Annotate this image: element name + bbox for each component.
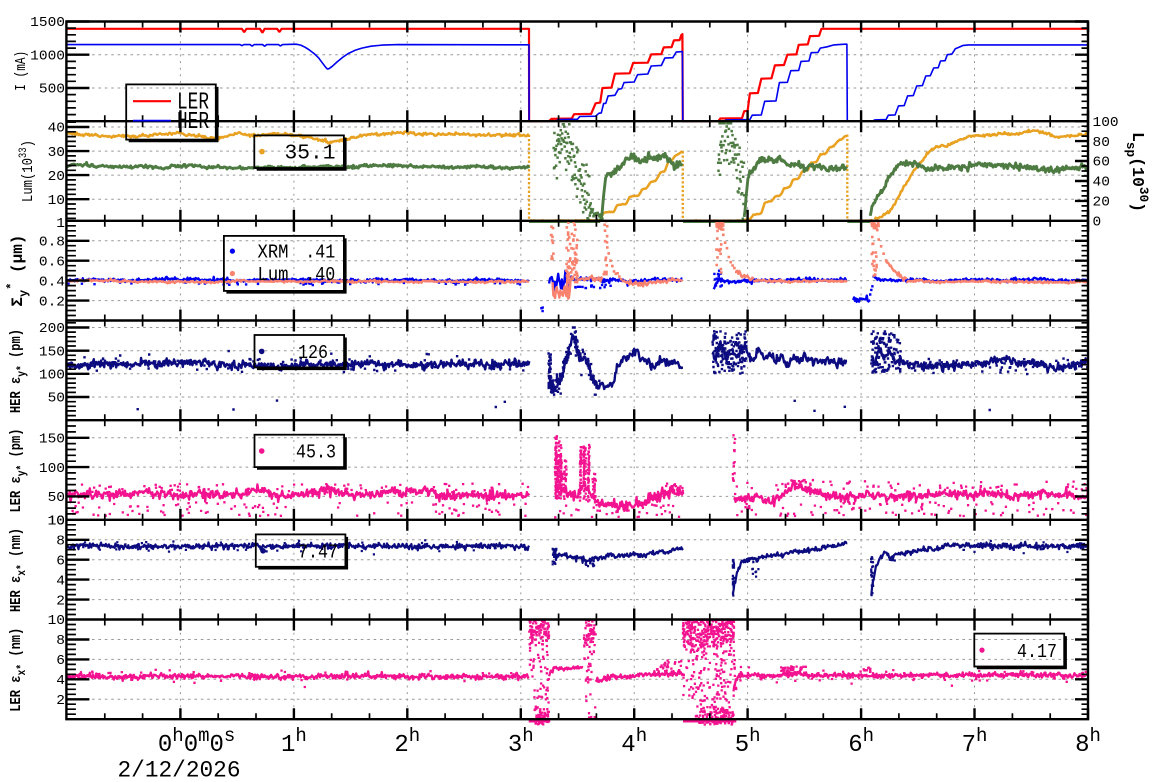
svg-text:35.1: 35.1 — [285, 143, 336, 166]
svg-text:0.6: 0.6 — [39, 255, 65, 270]
svg-text:HER εy* (pm): HER εy* (pm) — [8, 329, 29, 413]
svg-text:45.3: 45.3 — [296, 442, 336, 464]
svg-text:8: 8 — [56, 634, 65, 649]
svg-text:4.17: 4.17 — [1017, 641, 1057, 663]
svg-text:0.8: 0.8 — [39, 235, 65, 250]
svg-text:20: 20 — [48, 170, 65, 185]
svg-text:XRM: XRM — [258, 242, 289, 264]
svg-text:150: 150 — [39, 432, 65, 447]
svg-text:HER: HER — [177, 109, 209, 136]
svg-text:7.47: 7.47 — [298, 541, 338, 563]
svg-text:2: 2 — [56, 594, 65, 609]
svg-text:200: 200 — [39, 322, 65, 337]
svg-text:6: 6 — [56, 654, 65, 669]
svg-text:10: 10 — [48, 515, 65, 530]
svg-text:10: 10 — [48, 614, 65, 629]
svg-text:0.4: 0.4 — [39, 275, 65, 290]
svg-text:6: 6 — [56, 554, 65, 569]
svg-text:50: 50 — [48, 392, 65, 407]
svg-text:2: 2 — [56, 694, 65, 709]
svg-text:30: 30 — [48, 146, 65, 161]
svg-text:8: 8 — [56, 534, 65, 549]
svg-text:10: 10 — [48, 515, 65, 530]
svg-text:40: 40 — [48, 122, 65, 137]
svg-text:40: 40 — [1093, 176, 1110, 191]
svg-text:4: 4 — [56, 574, 65, 589]
svg-text:LER: LER — [177, 90, 209, 117]
svg-text:10: 10 — [48, 194, 65, 209]
svg-text:20: 20 — [1093, 196, 1110, 211]
svg-text:.40: .40 — [305, 264, 335, 286]
svg-text:LER εy* (pm): LER εy* (pm) — [8, 429, 29, 513]
svg-text:Lum: Lum — [258, 264, 289, 286]
svg-text:1: 1 — [56, 217, 65, 232]
svg-text:LER εx* (nm): LER εx* (nm) — [8, 628, 29, 712]
svg-text:HER εx* (nm): HER εx* (nm) — [8, 528, 29, 612]
svg-text:I (mA): I (mA) — [13, 51, 30, 91]
svg-text:2/12/2026: 2/12/2026 — [118, 757, 241, 782]
svg-text:.41: .41 — [305, 242, 335, 264]
svg-text:100: 100 — [39, 369, 65, 384]
svg-text:0: 0 — [1093, 216, 1102, 231]
svg-text:500: 500 — [39, 83, 65, 98]
svg-text:50: 50 — [48, 491, 65, 506]
svg-text:80: 80 — [1093, 136, 1110, 151]
svg-text:1500: 1500 — [30, 16, 65, 31]
svg-text:Σy* (μm): Σy* (μm) — [5, 235, 31, 307]
svg-text:60: 60 — [1093, 156, 1110, 171]
svg-text:0.2: 0.2 — [39, 295, 65, 310]
svg-text:126: 126 — [298, 342, 328, 364]
svg-text:4: 4 — [56, 674, 65, 689]
svg-text:150: 150 — [39, 345, 65, 360]
svg-text:100: 100 — [39, 462, 65, 477]
svg-text:100: 100 — [1093, 116, 1119, 131]
svg-text:1000: 1000 — [30, 49, 65, 64]
